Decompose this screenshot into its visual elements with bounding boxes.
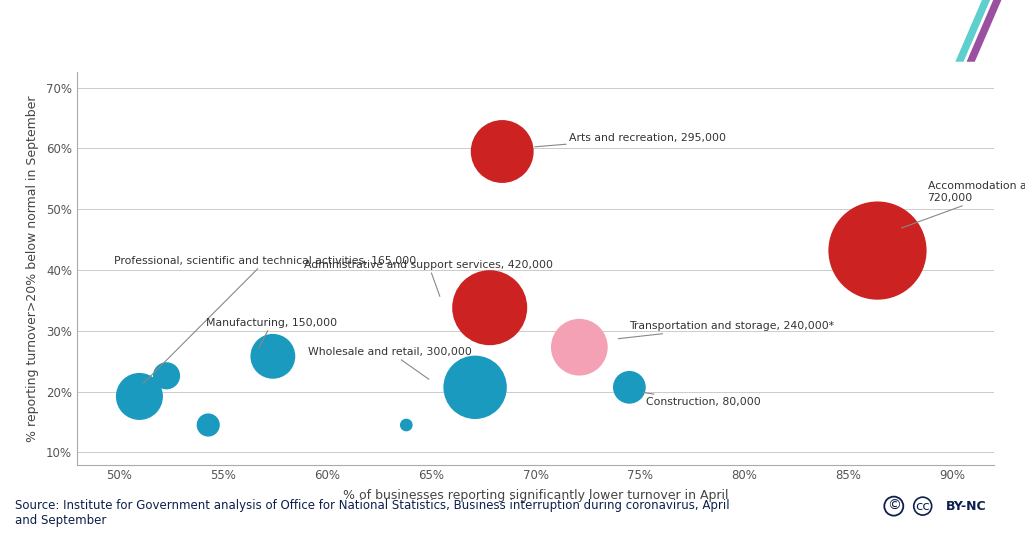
Point: [869, 246, 886, 255]
Text: Wholesale and retail, 300,000: Wholesale and retail, 300,000: [309, 347, 473, 379]
Text: Furloughed employees in September by sector: Furloughed employees in September by sec…: [15, 24, 530, 43]
Point: [571, 343, 587, 352]
Point: [158, 372, 174, 380]
Point: [264, 352, 281, 361]
Text: IfG: IfG: [953, 19, 998, 47]
Point: [131, 392, 148, 401]
Text: Professional, scientific and technical activities, 165,000: Professional, scientific and technical a…: [115, 256, 416, 383]
Point: [482, 303, 498, 312]
Point: [467, 383, 484, 391]
Polygon shape: [967, 0, 1001, 62]
Text: Transportation and storage, 240,000*: Transportation and storage, 240,000*: [618, 321, 834, 339]
Polygon shape: [955, 0, 990, 62]
Text: cc: cc: [915, 499, 930, 513]
Point: [494, 147, 510, 156]
Text: Construction, 80,000: Construction, 80,000: [644, 393, 761, 407]
Point: [398, 420, 414, 429]
Text: Arts and recreation, 295,000: Arts and recreation, 295,000: [535, 133, 726, 147]
Y-axis label: % reporting turnover>20% below normal in September: % reporting turnover>20% below normal in…: [26, 95, 39, 442]
Text: Accommodation and food,
720,000: Accommodation and food, 720,000: [901, 182, 1025, 228]
Text: Administrative and support services, 420,000: Administrative and support services, 420…: [304, 260, 554, 296]
Point: [200, 420, 216, 429]
Point: [621, 383, 638, 391]
Text: Source: Institute for Government analysis of Office for National Statistics, Bus: Source: Institute for Government analysi…: [15, 499, 730, 527]
Text: BY-NC: BY-NC: [946, 499, 987, 513]
Text: ©: ©: [887, 499, 901, 513]
X-axis label: % of businesses reporting significantly lower turnover in April: % of businesses reporting significantly …: [342, 489, 729, 502]
Text: Manufacturing, 150,000: Manufacturing, 150,000: [206, 318, 337, 349]
